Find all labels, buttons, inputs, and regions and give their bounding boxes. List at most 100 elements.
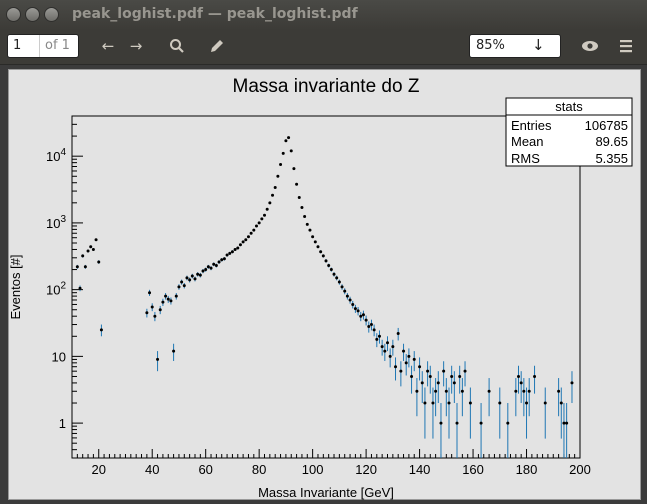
data-point	[442, 369, 446, 373]
data-point	[225, 253, 229, 257]
data-point	[399, 369, 403, 373]
data-point	[177, 285, 181, 289]
data-point	[81, 254, 85, 258]
back-button[interactable]: ←	[97, 35, 119, 57]
data-point	[209, 266, 213, 270]
data-point	[335, 276, 339, 280]
stats-value-rms: 5.355	[595, 151, 628, 166]
data-point	[145, 311, 149, 315]
data-point	[300, 206, 304, 210]
data-point	[196, 272, 200, 276]
data-point	[295, 182, 299, 186]
page-total: of 1	[45, 38, 70, 53]
data-point	[487, 389, 491, 393]
data-point	[343, 289, 347, 293]
data-point	[238, 243, 242, 247]
x-tick-label: 100	[302, 462, 324, 477]
data-point	[260, 217, 264, 221]
data-point	[164, 294, 168, 298]
maximize-window-button[interactable]	[44, 7, 59, 22]
data-point	[356, 309, 360, 313]
search-button[interactable]	[166, 35, 188, 57]
data-point	[148, 291, 152, 295]
data-point	[153, 314, 157, 318]
data-point	[463, 369, 467, 373]
data-point	[265, 207, 269, 211]
data-point	[412, 357, 416, 361]
stats-label-entries: Entries	[511, 118, 552, 133]
data-point	[426, 369, 430, 373]
data-point	[359, 314, 363, 318]
menu-button[interactable]	[615, 35, 637, 57]
data-point	[287, 136, 291, 140]
data-point	[460, 389, 464, 393]
page-number-field[interactable]: 1 of 1	[7, 34, 79, 58]
view-button[interactable]	[579, 35, 601, 57]
data-point	[214, 264, 218, 268]
plot-frame	[71, 115, 581, 459]
x-tick-label: 160	[462, 462, 484, 477]
y-axis-label: Eventos [#]	[8, 254, 23, 319]
data-point	[455, 421, 459, 425]
data-point	[353, 307, 357, 311]
data-point	[83, 265, 87, 269]
data-point	[89, 245, 93, 249]
close-window-button[interactable]	[6, 7, 21, 22]
data-point	[292, 167, 296, 171]
data-point	[78, 286, 82, 290]
data-point	[452, 381, 456, 385]
data-point	[86, 249, 90, 253]
data-point	[169, 299, 173, 303]
x-tick-label: 120	[355, 462, 377, 477]
data-point	[150, 305, 154, 309]
data-point	[316, 245, 320, 249]
data-point	[404, 361, 408, 365]
data-point	[479, 421, 483, 425]
data-point	[94, 238, 98, 242]
data-point	[257, 221, 261, 225]
x-axis-label: Massa Invariante [GeV]	[258, 485, 394, 500]
data-point	[559, 401, 563, 405]
data-point	[420, 381, 424, 385]
zoom-select[interactable]: 85% ↓	[469, 34, 561, 58]
data-point	[206, 265, 210, 269]
data-point	[222, 257, 226, 261]
pencil-icon	[211, 40, 223, 52]
data-point	[99, 328, 103, 332]
data-point	[204, 268, 208, 272]
data-point	[246, 235, 250, 239]
data-point	[303, 214, 307, 218]
data-point	[284, 139, 288, 143]
data-point	[273, 185, 277, 189]
back-arrow-icon: ←	[101, 37, 115, 55]
data-point	[407, 354, 411, 358]
data-point	[383, 349, 387, 353]
page-current[interactable]: 1	[13, 38, 22, 53]
data-point	[431, 401, 435, 405]
data-point	[268, 201, 272, 205]
data-point	[156, 357, 160, 361]
data-point	[281, 151, 285, 155]
data-point	[329, 268, 333, 272]
data-point	[172, 349, 176, 353]
stats-value-entries: 106785	[585, 118, 628, 133]
x-tick-label: 20	[92, 462, 106, 477]
data-point	[241, 240, 245, 244]
data-point	[332, 272, 336, 276]
data-point	[185, 276, 189, 280]
data-point	[434, 389, 438, 393]
data-point	[305, 222, 309, 226]
minimize-window-button[interactable]	[25, 7, 40, 22]
data-point	[271, 193, 275, 197]
data-point	[351, 302, 355, 306]
annotate-button[interactable]	[206, 35, 228, 57]
data-point	[377, 334, 381, 338]
data-point	[311, 235, 315, 239]
toolbar: 1 of 1 ← → 85% ↓	[0, 30, 647, 65]
data-point	[522, 389, 526, 393]
data-point	[367, 325, 371, 329]
data-point	[279, 163, 283, 167]
zoom-value: 85%	[476, 38, 505, 53]
forward-button[interactable]: →	[125, 35, 147, 57]
data-point	[394, 365, 398, 369]
